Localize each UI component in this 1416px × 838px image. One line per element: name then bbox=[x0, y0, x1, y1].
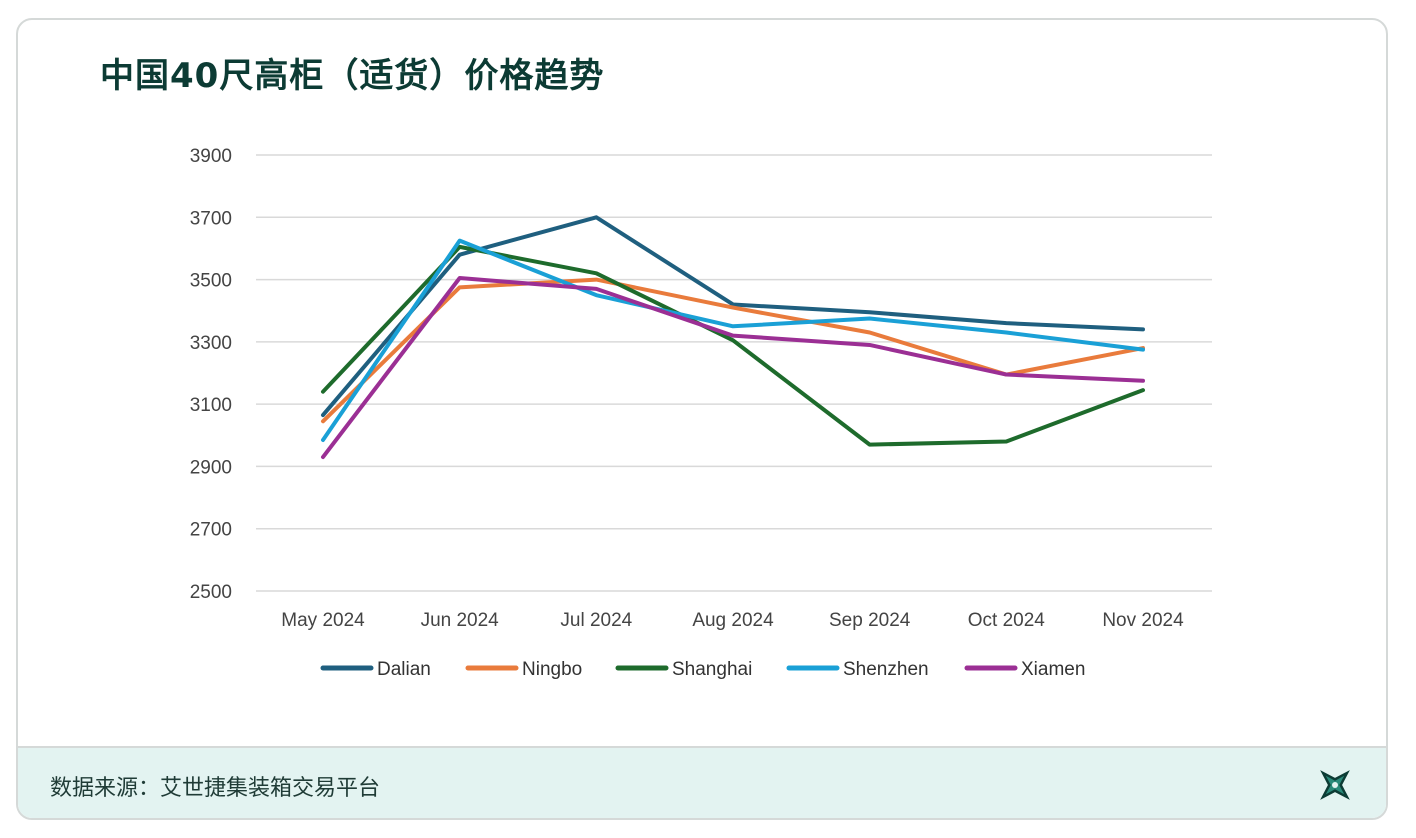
legend: Dalian Ningbo Shanghai Shenzhen Xiamen bbox=[320, 659, 1085, 680]
legend-label-dalian: Dalian bbox=[377, 659, 431, 680]
chart-title: 中国40尺高柜（适货）价格趋势 bbox=[100, 56, 605, 96]
data-source-text: 数据来源：艾世捷集装箱交易平台 bbox=[50, 776, 381, 801]
x-star-logo-icon bbox=[1320, 770, 1350, 800]
series-line-shenzhen bbox=[321, 238, 1145, 442]
x-tick-label: Jun 2024 bbox=[421, 610, 500, 631]
series-line-xiamen bbox=[321, 276, 1145, 460]
series-line-shanghai bbox=[321, 244, 1145, 447]
series-lines bbox=[321, 215, 1145, 460]
y-tick-label: 3700 bbox=[190, 208, 232, 229]
x-tick-label: Jul 2024 bbox=[560, 610, 632, 631]
series-line-dalian bbox=[321, 215, 1145, 418]
series-line-ningbo bbox=[321, 277, 1145, 424]
legend-label-shenzhen: Shenzhen bbox=[843, 659, 929, 680]
x-tick-label: Sep 2024 bbox=[829, 610, 911, 631]
y-tick-label: 3500 bbox=[190, 271, 232, 292]
legend-label-ningbo: Ningbo bbox=[522, 659, 582, 680]
y-tick-label: 2700 bbox=[190, 520, 232, 541]
x-tick-label: Oct 2024 bbox=[968, 610, 1046, 631]
grid-lines bbox=[256, 154, 1212, 592]
x-tick-label: May 2024 bbox=[281, 610, 365, 631]
y-tick-label: 3900 bbox=[190, 146, 232, 167]
x-tick-label: Aug 2024 bbox=[692, 610, 774, 631]
y-tick-label: 2900 bbox=[190, 457, 232, 478]
legend-label-shanghai: Shanghai bbox=[672, 659, 752, 680]
line-chart: 2500 2700 2900 3100 3300 3500 3700 3900 May 202… bbox=[190, 146, 1212, 680]
x-axis-ticks: May 2024 Jun 2024 Jul 2024 Aug 2024 Sep 2024… bbox=[281, 610, 1184, 631]
y-tick-label: 3300 bbox=[190, 333, 232, 354]
chart-card: 中国40尺高柜（适货）价格趋势 2500 2700 2900 3100 3300 3500… bbox=[16, 18, 1388, 820]
legend-label-xiamen: Xiamen bbox=[1021, 659, 1085, 680]
x-tick-label: Nov 2024 bbox=[1102, 610, 1184, 631]
footer: 数据来源：艾世捷集装箱交易平台 bbox=[18, 746, 1386, 818]
y-tick-label: 3100 bbox=[190, 395, 232, 416]
y-axis-ticks: 2500 2700 2900 3100 3300 3500 3700 3900 bbox=[190, 146, 232, 603]
y-tick-label: 2500 bbox=[190, 582, 232, 603]
